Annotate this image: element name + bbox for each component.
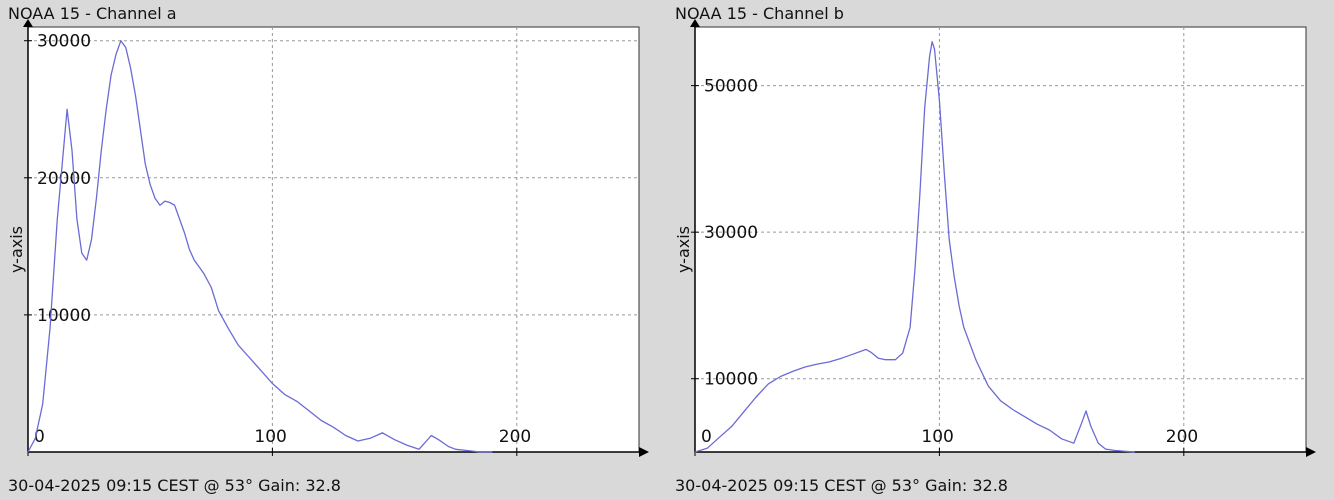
y-tick-label: 10000 [704,370,758,390]
y-axis-label: y-axis [674,226,693,273]
x-tick-label: 200 [499,427,531,447]
chart-footer: 30-04-2025 09:15 CEST @ 53° Gain: 32.8 [8,476,341,495]
x-tick-label: 0 [701,427,712,447]
y-tick-label: 10000 [37,306,91,326]
y-tick-label: 30000 [37,32,91,52]
y-tick-label: 50000 [704,77,758,97]
y-tick-label: 20000 [37,169,91,189]
chart-b: 0 100 200 10000 30000 50000 y-axis [674,19,1316,457]
chart-title: NOAA 15 - Channel a [8,4,177,23]
x-tick-label: 0 [34,427,45,447]
y-axis-label: y-axis [7,226,26,273]
plot-area [694,26,1307,453]
x-tick-label: 100 [254,427,286,447]
x-tick-label: 100 [921,427,953,447]
chart-footer: 30-04-2025 09:15 CEST @ 53° Gain: 32.8 [675,476,1008,495]
x-axis-arrow [639,447,649,457]
series-line [27,40,493,453]
y-tick-label: 30000 [704,223,758,243]
series-line [694,41,1135,453]
plot-area [27,26,640,453]
x-axis-arrow [1306,447,1316,457]
chart-title: NOAA 15 - Channel b [675,4,844,23]
y-axis-arrow [690,19,700,27]
chart-panel-b: NOAA 15 - Channel b 0 100 200 10000 30000 500… [667,0,1334,500]
x-tick-label: 200 [1166,427,1198,447]
y-axis-arrow [23,19,33,27]
chart-a: 0 100 200 10000 20000 30000 y-axis [7,19,649,457]
chart-panel-a: NOAA 15 - Channel a 0 100 200 10000 20000 300… [7,4,649,495]
